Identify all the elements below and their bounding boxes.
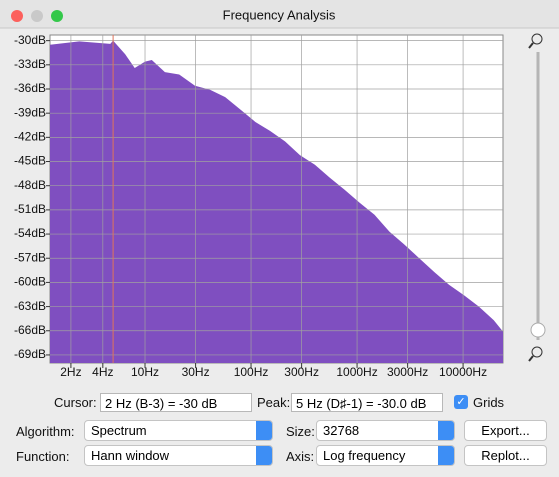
y-tick-label: -42dB bbox=[14, 130, 46, 144]
x-tick-label: 2Hz bbox=[60, 365, 81, 379]
x-tick-label: 4Hz bbox=[92, 365, 113, 379]
minimize-button[interactable] bbox=[31, 10, 43, 22]
grids-label[interactable]: Grids bbox=[473, 395, 505, 410]
x-tick-label: 3000Hz bbox=[387, 365, 428, 379]
grids-checkbox[interactable]: ✓ bbox=[454, 395, 468, 409]
peak-field: 5 Hz (D♯-1) = -30.0 dB bbox=[291, 393, 443, 412]
size-select[interactable]: 32768 bbox=[316, 420, 455, 441]
y-tick-label: -57dB bbox=[14, 250, 46, 264]
axis-label: Axis: bbox=[286, 449, 315, 464]
y-tick-label: -33dB bbox=[14, 57, 46, 71]
x-tick-label: 1000Hz bbox=[336, 365, 377, 379]
title-bar bbox=[0, 0, 559, 28]
x-tick-label: 10000Hz bbox=[439, 365, 487, 379]
y-tick-label: -66dB bbox=[14, 323, 46, 337]
window-title: Frequency Analysis bbox=[223, 7, 336, 22]
plot: -30dB -33dB -36dB -39dB -42dB -45dB -48dB -51dB… bbox=[14, 33, 503, 379]
zoom-out-icon[interactable] bbox=[531, 346, 543, 358]
zoom-slider[interactable] bbox=[530, 322, 546, 338]
size-label: Size: bbox=[286, 424, 315, 439]
cursor-label: Cursor: bbox=[54, 395, 97, 410]
y-tick-label: -45dB bbox=[14, 154, 46, 168]
y-tick-label: -39dB bbox=[14, 105, 46, 119]
algorithm-label: Algorithm: bbox=[16, 424, 75, 439]
axis-select[interactable]: Log frequency bbox=[316, 445, 455, 466]
zoom-out-handle bbox=[528, 355, 534, 362]
y-tick-label: -51dB bbox=[14, 202, 46, 216]
export-button[interactable]: Export... bbox=[464, 420, 547, 441]
y-tick-label: -48dB bbox=[14, 178, 46, 192]
zoom-in-handle bbox=[528, 42, 534, 49]
y-tick-label: -69dB bbox=[14, 347, 46, 361]
function-label: Function: bbox=[16, 449, 70, 464]
x-tick-label: 100Hz bbox=[234, 365, 269, 379]
cursor-field: 2 Hz (B-3) = -30 dB bbox=[100, 393, 252, 412]
y-tick-label: -54dB bbox=[14, 226, 46, 240]
y-tick-label: -30dB bbox=[14, 33, 46, 47]
zoom-button[interactable] bbox=[51, 10, 63, 22]
peak-label: Peak: bbox=[257, 395, 291, 410]
function-select[interactable]: Hann window bbox=[84, 445, 273, 466]
y-tick-label: -60dB bbox=[14, 275, 46, 289]
x-tick-label: 300Hz bbox=[284, 365, 319, 379]
x-tick-label: 30Hz bbox=[182, 365, 210, 379]
close-button[interactable] bbox=[11, 10, 23, 22]
y-tick-label: -36dB bbox=[14, 81, 46, 95]
zoom-in-icon[interactable] bbox=[531, 33, 543, 45]
y-tick-label: -63dB bbox=[14, 299, 46, 313]
replot-button[interactable]: Replot... bbox=[464, 445, 547, 466]
x-tick-label: 10Hz bbox=[131, 365, 159, 379]
algorithm-select[interactable]: Spectrum bbox=[84, 420, 273, 441]
